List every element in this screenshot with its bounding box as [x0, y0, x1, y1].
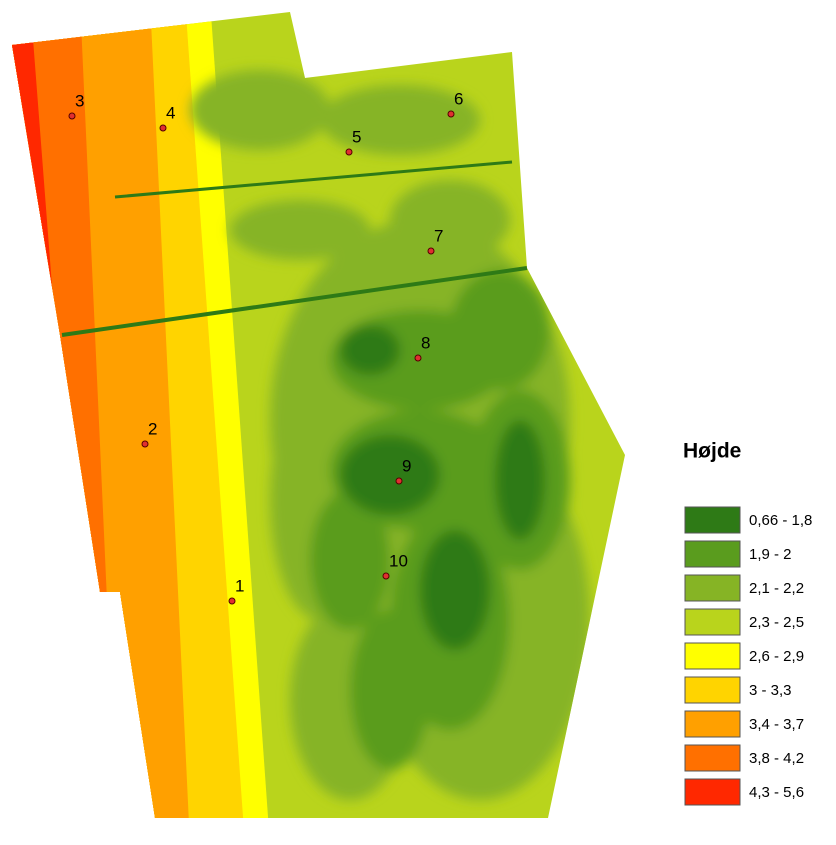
- legend-label: 2,1 - 2,2: [749, 580, 804, 597]
- map-page: 1 2 3 4 5 6 7 8 9 10 Højde 0,66 - 1,8 1,9 - 2 2,1 -…: [0, 0, 836, 845]
- legend-label: 0,66 - 1,8: [749, 512, 812, 529]
- sample-point: [396, 478, 402, 484]
- sample-point: [69, 113, 75, 119]
- point-label: 7: [434, 226, 443, 245]
- legend-label: 3 - 3,3: [749, 682, 792, 699]
- legend: 0,66 - 1,8 1,9 - 2 2,1 - 2,2 2,3 - 2,5 2,6 -…: [685, 507, 812, 805]
- legend-title: Højde: [683, 440, 741, 463]
- legend-swatch: [685, 643, 740, 669]
- point-label: 1: [235, 576, 244, 595]
- legend-swatch: [685, 575, 740, 601]
- sample-point: [415, 355, 421, 361]
- sample-point: [229, 598, 235, 604]
- point-label: 10: [389, 551, 408, 570]
- sample-point: [346, 149, 352, 155]
- legend-swatch: [685, 711, 740, 737]
- elevation-field: [0, 0, 700, 845]
- point-label: 5: [352, 127, 361, 146]
- legend-swatch: [685, 609, 740, 635]
- legend-label: 1,9 - 2: [749, 546, 792, 563]
- patch: [350, 610, 430, 770]
- sample-point: [383, 573, 389, 579]
- legend-label: 2,3 - 2,5: [749, 614, 804, 631]
- point-label: 4: [166, 103, 175, 122]
- patch: [420, 530, 490, 650]
- sample-point: [428, 248, 434, 254]
- point-label: 6: [454, 89, 463, 108]
- patch: [495, 420, 545, 540]
- point-label: 3: [75, 91, 84, 110]
- legend-swatch: [685, 745, 740, 771]
- legend-swatch: [685, 677, 740, 703]
- sample-point: [448, 111, 454, 117]
- legend-swatch: [685, 507, 740, 533]
- patch: [450, 270, 550, 390]
- legend-label: 2,6 - 2,9: [749, 648, 804, 665]
- sample-point: [142, 441, 148, 447]
- patch: [340, 435, 440, 515]
- legend-swatch: [685, 541, 740, 567]
- sample-point: [160, 125, 166, 131]
- legend-label: 3,4 - 3,7: [749, 716, 804, 733]
- legend-label: 3,8 - 4,2: [749, 750, 804, 767]
- patch: [340, 325, 400, 375]
- legend-label: 4,3 - 5,6: [749, 784, 804, 801]
- point-label: 9: [402, 456, 411, 475]
- point-label: 8: [421, 333, 430, 352]
- point-label: 2: [148, 419, 157, 438]
- legend-swatch: [685, 779, 740, 805]
- patch: [190, 70, 330, 150]
